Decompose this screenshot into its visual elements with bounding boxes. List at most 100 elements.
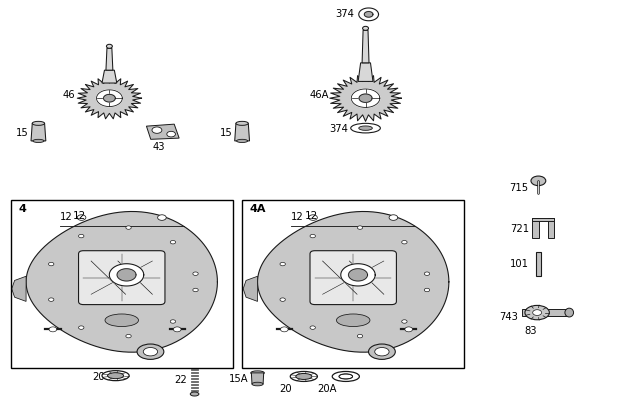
Ellipse shape [368,344,396,359]
Bar [192,387,198,388]
Polygon shape [26,212,218,352]
Polygon shape [12,277,26,302]
Circle shape [48,263,54,266]
Ellipse shape [33,140,44,143]
Text: 83: 83 [525,325,537,335]
Circle shape [79,326,84,330]
Text: 4A: 4A [249,204,266,214]
Text: 20: 20 [92,371,105,381]
Ellipse shape [252,382,263,386]
Polygon shape [330,76,401,122]
Bar [192,375,198,376]
Ellipse shape [359,127,373,131]
Polygon shape [359,95,372,103]
Text: 46: 46 [63,90,76,100]
Circle shape [309,215,317,221]
Polygon shape [104,95,115,103]
Ellipse shape [143,348,157,356]
Bar [192,381,198,382]
Circle shape [48,298,54,302]
Circle shape [157,215,166,221]
Text: 15: 15 [219,128,232,138]
Bar [242,200,464,368]
Polygon shape [146,125,179,140]
Ellipse shape [250,371,264,375]
Text: 4: 4 [18,204,26,214]
Polygon shape [348,269,368,281]
Text: 15: 15 [16,128,29,138]
Ellipse shape [105,314,138,327]
Circle shape [78,215,86,221]
Circle shape [126,334,131,338]
Circle shape [174,327,181,332]
Polygon shape [235,124,249,142]
Circle shape [424,272,430,276]
Polygon shape [102,71,117,84]
Circle shape [280,263,285,266]
Circle shape [170,320,175,324]
Polygon shape [31,124,46,142]
Ellipse shape [337,314,370,327]
Ellipse shape [236,122,248,126]
Text: 715: 715 [509,183,528,193]
Circle shape [280,327,288,332]
Text: 12: 12 [60,212,73,222]
Circle shape [405,327,412,332]
Bar [192,378,198,379]
Ellipse shape [290,372,317,381]
Text: 12: 12 [304,211,317,221]
Bar [192,369,198,370]
Ellipse shape [102,371,129,381]
Circle shape [531,176,546,186]
Ellipse shape [363,27,368,31]
Bar [547,219,554,238]
Ellipse shape [351,124,380,134]
Circle shape [79,235,84,238]
Text: 374: 374 [329,124,348,134]
FancyBboxPatch shape [79,251,165,305]
Text: 12: 12 [73,211,86,221]
Ellipse shape [339,374,353,379]
Text: 22: 22 [175,374,187,384]
Polygon shape [359,9,379,22]
Polygon shape [251,373,264,384]
Ellipse shape [296,373,312,379]
Bar [532,219,554,222]
Text: 20A: 20A [317,383,337,393]
Text: 721: 721 [510,223,529,233]
Circle shape [126,226,131,230]
Ellipse shape [525,306,549,320]
Circle shape [357,226,363,230]
Circle shape [193,272,198,276]
Polygon shape [106,49,113,71]
Polygon shape [243,277,257,302]
Polygon shape [257,212,449,352]
Circle shape [389,215,397,221]
Polygon shape [117,269,136,281]
FancyBboxPatch shape [310,251,396,305]
Circle shape [170,241,175,244]
Ellipse shape [374,348,389,356]
Polygon shape [365,12,373,18]
Polygon shape [341,264,375,286]
Circle shape [49,327,56,332]
Text: 101: 101 [510,258,529,268]
Text: 743: 743 [499,311,518,321]
Text: 374: 374 [336,9,355,19]
Ellipse shape [107,373,123,379]
Circle shape [193,289,198,292]
Ellipse shape [237,140,247,143]
Ellipse shape [565,308,574,317]
Text: 46A: 46A [309,90,329,100]
Circle shape [424,289,430,292]
Ellipse shape [32,122,45,126]
Circle shape [310,326,316,330]
Text: 43: 43 [153,142,165,151]
Text: 12: 12 [291,212,304,222]
Ellipse shape [190,392,199,396]
Circle shape [402,241,407,244]
Circle shape [152,128,162,134]
Ellipse shape [533,310,542,316]
Text: 20: 20 [279,383,291,393]
Text: 15A: 15A [229,373,249,383]
